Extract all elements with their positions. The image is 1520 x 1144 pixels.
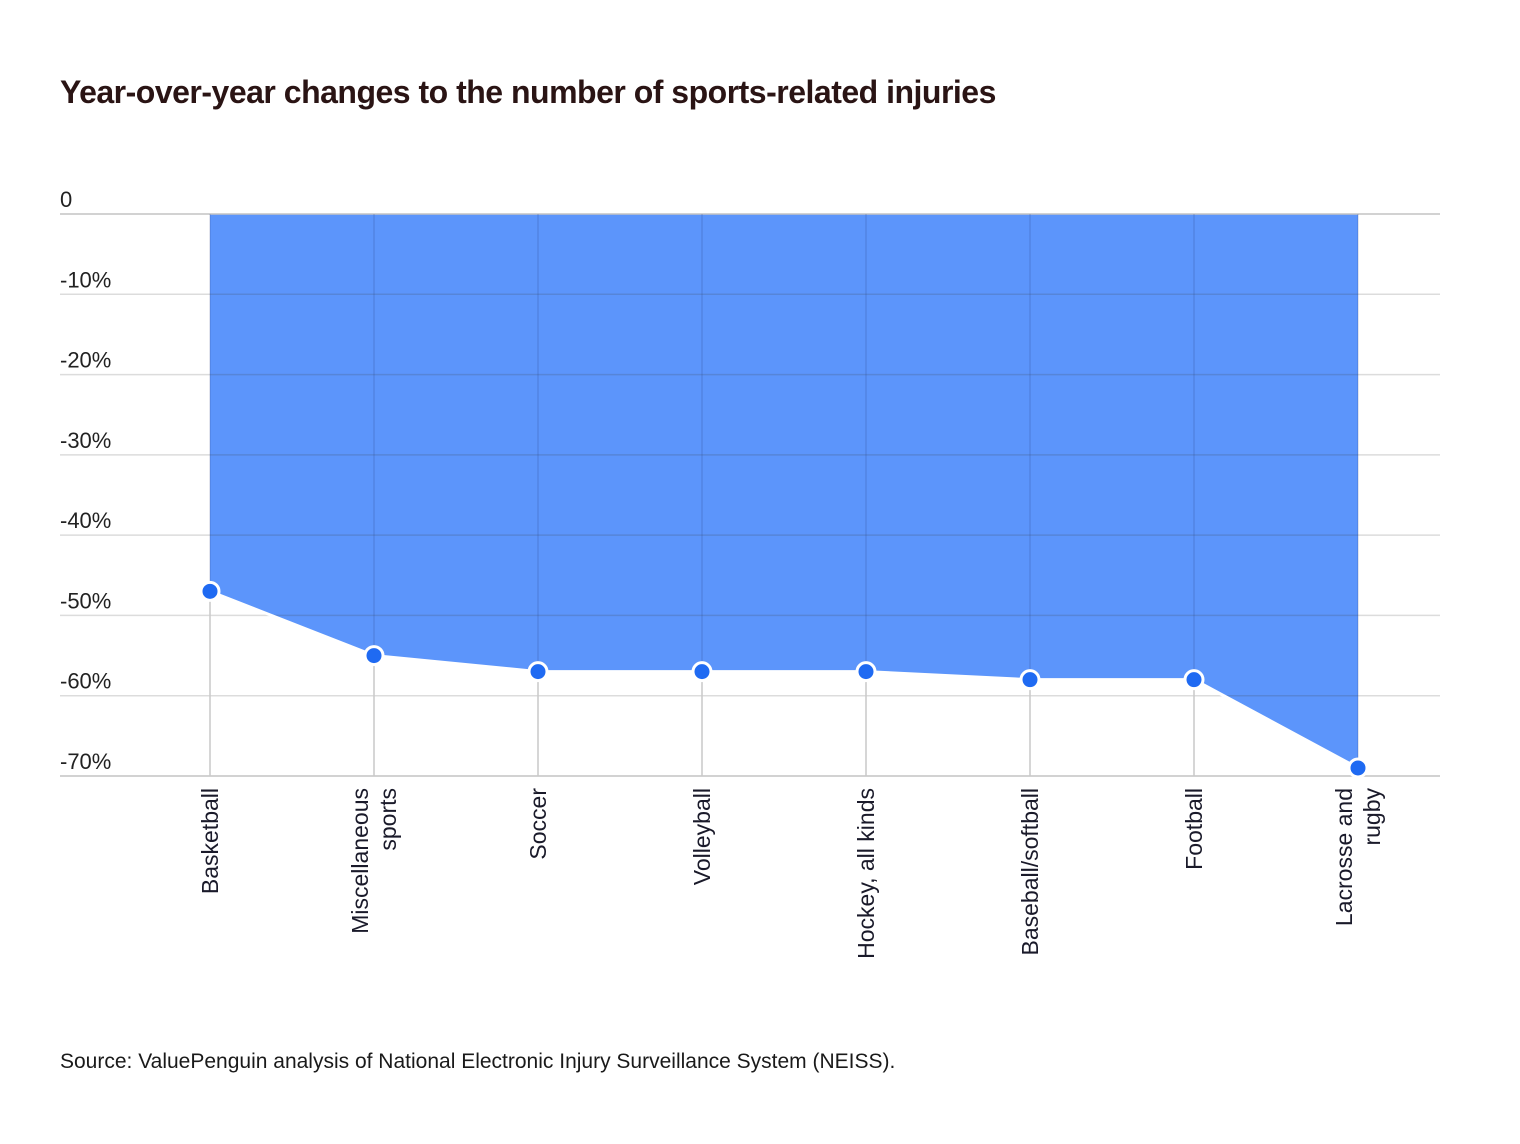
area-fill — [210, 214, 1358, 768]
x-tick-label-line: Miscellaneous — [347, 788, 373, 934]
data-point — [1183, 669, 1205, 691]
point-layer — [199, 580, 1369, 779]
x-axis-ticks: Basketball Miscellaneous sports Soccer Volle… — [197, 788, 1385, 959]
y-tick-label: -60% — [60, 669, 111, 694]
x-tick-label: Hockey, all kinds — [853, 788, 879, 959]
x-tick-label-line: Volleyball — [689, 788, 715, 885]
x-tick-label-line: Hockey, all kinds — [853, 788, 879, 959]
data-point — [363, 645, 385, 667]
source-note: Source: ValuePenguin analysis of Nationa… — [60, 1050, 896, 1073]
x-tick-label: Baseball/softball — [1017, 788, 1043, 956]
x-tick-label: Volleyball — [689, 788, 715, 885]
y-axis-ticks: 0 -10% -20% -30% -40% -50% -60% -70% — [60, 187, 111, 774]
y-tick-label: -40% — [60, 508, 111, 533]
chart-title: Year-over-year changes to the number of … — [60, 74, 996, 110]
x-tick-label-line: Soccer — [525, 788, 551, 860]
x-tick-label-line: sports — [375, 788, 401, 851]
y-tick-label: -30% — [60, 428, 111, 453]
data-point — [199, 580, 221, 602]
x-tick-label-line: Football — [1181, 788, 1207, 870]
x-tick-label: Lacrosse and rugby — [1331, 788, 1385, 927]
line-layer — [209, 589, 1359, 770]
data-point — [691, 661, 713, 683]
data-point — [527, 661, 549, 683]
x-tick-label-line: rugby — [1359, 788, 1385, 846]
series-line — [209, 589, 1359, 770]
stem-layer — [209, 214, 1359, 776]
y-tick-label: -20% — [60, 348, 111, 373]
x-tick-label: Basketball — [197, 788, 223, 894]
x-tick-label-line: Basketball — [197, 788, 223, 894]
x-tick-label-line: Baseball/softball — [1017, 788, 1043, 956]
data-point — [1347, 757, 1369, 779]
x-tick-label: Football — [1181, 788, 1207, 870]
area-layer — [210, 214, 1358, 768]
x-tick-label: Miscellaneous sports — [347, 788, 401, 934]
y-tick-label: -50% — [60, 588, 111, 613]
x-tick-label: Soccer — [525, 788, 551, 860]
y-tick-label: -70% — [60, 749, 111, 774]
data-point — [1019, 669, 1041, 691]
data-point — [855, 661, 877, 683]
grid-layer — [60, 213, 1440, 777]
x-tick-label-line: Lacrosse and — [1331, 788, 1357, 926]
y-tick-label: -10% — [60, 267, 111, 292]
y-tick-label: 0 — [60, 187, 72, 212]
